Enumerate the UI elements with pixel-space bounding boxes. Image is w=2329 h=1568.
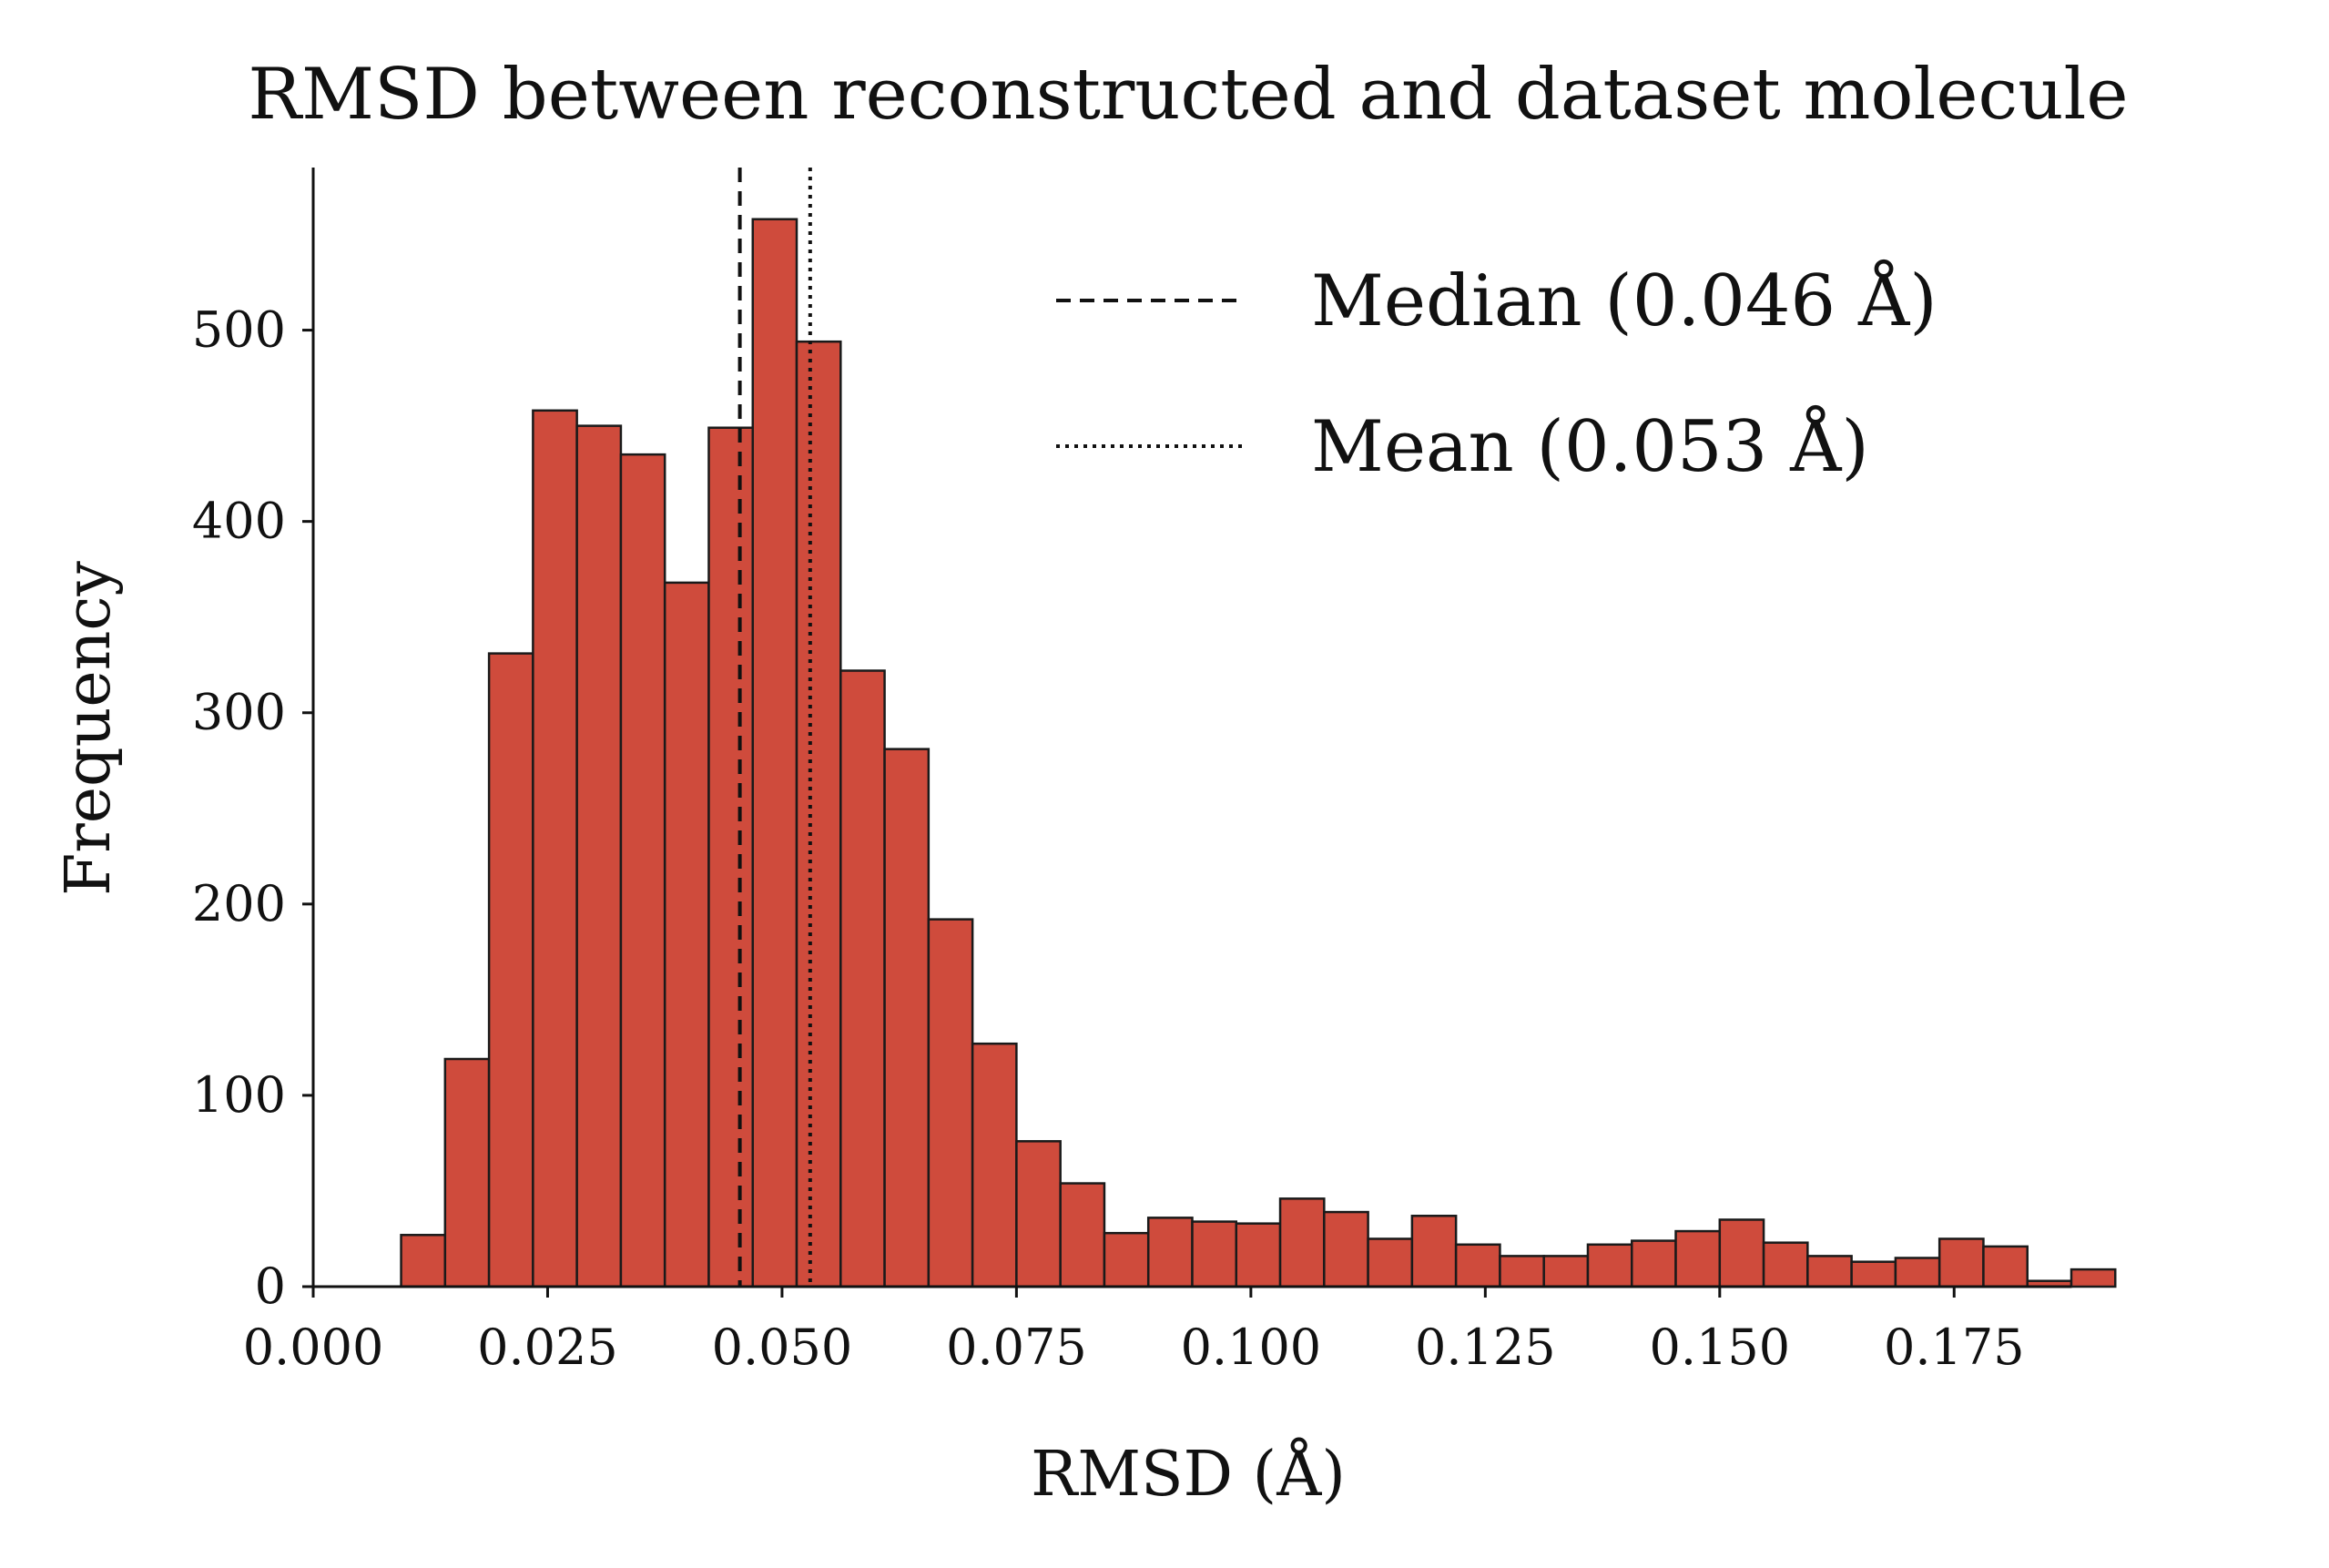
- histogram-bar: [839, 669, 886, 1288]
- x-tick-label: 0.075: [946, 1319, 1087, 1376]
- histogram-bar: [751, 218, 798, 1288]
- histogram-bar: [1762, 1241, 1809, 1288]
- histogram-bar: [619, 453, 666, 1288]
- x-ticks-group: 0.000 0.025 0.050 0.075 0.100 0.125 0.150 0.175: [243, 1287, 2025, 1376]
- histogram-bar: [1103, 1231, 1150, 1288]
- x-tick-label: 0.100: [1181, 1319, 1322, 1376]
- histogram-bar: [443, 1057, 491, 1288]
- reference-lines-group: [737, 168, 812, 1287]
- legend: Median (0.046 Å) Mean (0.053 Å): [1056, 259, 1937, 488]
- histogram-bar: [1015, 1140, 1062, 1288]
- histogram-bar: [1937, 1237, 1985, 1288]
- legend-median-label: Median (0.046 Å): [1311, 259, 1937, 342]
- x-axis-label: RMSD (Å): [1031, 1438, 1346, 1511]
- histogram-bar: [1323, 1210, 1369, 1288]
- x-tick-label: 0.050: [712, 1319, 853, 1376]
- histogram-bar: [1146, 1217, 1194, 1288]
- x-tick-label: 0.150: [1650, 1319, 1791, 1376]
- histogram-bar: [575, 424, 623, 1288]
- histogram-bar: [400, 1234, 447, 1288]
- histogram-bar: [1982, 1245, 2029, 1288]
- legend-mean-label: Mean (0.053 Å): [1311, 404, 1869, 488]
- bars-group: [400, 218, 2117, 1288]
- histogram-bar: [883, 748, 931, 1288]
- histogram-bar: [532, 409, 578, 1288]
- y-axis-label: Frequency: [53, 561, 125, 896]
- histogram-bar: [1674, 1229, 1722, 1288]
- x-tick-label: 0.025: [477, 1319, 618, 1376]
- x-tick-label: 0.175: [1884, 1319, 2025, 1376]
- x-tick-label: 0.000: [243, 1319, 384, 1376]
- histogram-bar: [2070, 1268, 2117, 1288]
- histogram-bar: [1499, 1255, 1545, 1288]
- histogram-bar: [971, 1042, 1018, 1288]
- histogram-bar: [1235, 1222, 1282, 1288]
- histogram-bar: [1191, 1220, 1238, 1288]
- histogram-bar: [487, 652, 534, 1288]
- histogram-bar: [1850, 1260, 1897, 1288]
- histogram-bar: [1631, 1239, 1677, 1288]
- histogram-bar: [1410, 1215, 1458, 1288]
- y-ticks-group: 0 100 200 300 400 500: [192, 301, 313, 1315]
- histogram-bar: [1718, 1218, 1765, 1288]
- chart-title: RMSD between reconstructed and dataset m…: [248, 54, 2128, 136]
- y-tick-label: 500: [192, 301, 286, 359]
- x-tick-label: 0.125: [1415, 1319, 1556, 1376]
- y-tick-label: 200: [192, 875, 286, 932]
- histogram-bar: [1278, 1197, 1326, 1288]
- histogram-bar: [927, 918, 974, 1288]
- y-tick-label: 100: [192, 1066, 286, 1124]
- y-tick-label: 0: [255, 1257, 286, 1315]
- histogram-bar: [1059, 1182, 1106, 1288]
- histogram-bar: [1894, 1257, 1941, 1288]
- histogram-bar: [1454, 1243, 1501, 1288]
- histogram-bar: [1586, 1243, 1633, 1288]
- histogram-bar: [1806, 1255, 1853, 1288]
- histogram-bar: [663, 581, 710, 1288]
- y-tick-label: 400: [192, 493, 286, 550]
- y-tick-label: 300: [192, 684, 286, 741]
- histogram-bar: [707, 426, 754, 1288]
- histogram-bar: [1542, 1255, 1590, 1288]
- histogram-bar: [1367, 1237, 1414, 1288]
- histogram-bar: [795, 340, 842, 1288]
